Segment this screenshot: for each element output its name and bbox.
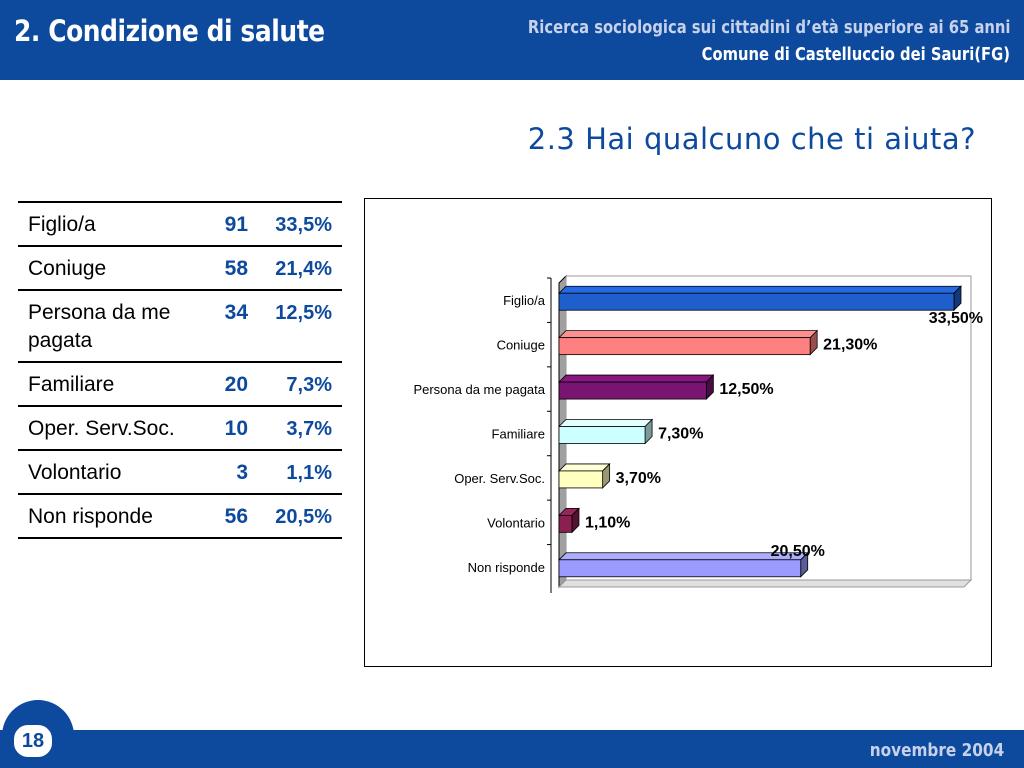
category-label: Familiare: [492, 427, 545, 442]
category-label: Volontario: [487, 515, 545, 530]
bar-top: [558, 330, 819, 339]
table-row: Oper. Serv.Soc. 10 3,7%: [18, 407, 342, 451]
data-label: 3,70%: [616, 470, 661, 487]
category-label: Non risponde: [468, 560, 545, 575]
row-label: Figlio/a: [28, 213, 96, 236]
row-count: 91: [224, 213, 248, 236]
table-row: Volontario 3 1,1%: [18, 451, 342, 495]
bar: [558, 292, 955, 311]
category-label: Figlio/a: [503, 293, 546, 308]
row-percent: 7,3%: [286, 374, 332, 396]
bar-top: [558, 285, 962, 294]
row-count: 20: [224, 373, 248, 396]
data-label: 12,50%: [719, 381, 773, 398]
row-count: 10: [224, 417, 248, 440]
header-bar: 2. Condizione di salute Ricerca sociolog…: [0, 0, 1024, 80]
bar: [558, 381, 707, 400]
municipality-name: Comune di Castelluccio dei Sauri(FG): [701, 44, 1010, 65]
row-percent: 12,5%: [275, 302, 332, 324]
row-percent: 3,7%: [286, 418, 332, 440]
section-title: 2. Condizione di salute: [14, 14, 325, 48]
row-percent: 20,5%: [275, 506, 332, 528]
row-percent: 21,4%: [275, 258, 332, 280]
category-label: Persona da me pagata: [413, 382, 545, 397]
category-label: Coniuge: [497, 338, 545, 353]
bar: [558, 514, 573, 533]
bar-chart: Figlio/a 33,50% Coniuge 21,30% Persona da me…: [413, 274, 983, 593]
bar-top: [558, 463, 611, 472]
row-count: 3: [236, 461, 248, 484]
row-count: 34: [224, 301, 248, 324]
page-number: 18: [12, 723, 54, 759]
row-label: Coniuge: [28, 257, 107, 280]
row-label: Familiare: [28, 373, 115, 396]
table-row: Non risponde 56 20,5%: [18, 495, 342, 539]
chart-floor: [557, 579, 973, 588]
bar: [558, 470, 604, 489]
slide-title: 2.3 Hai qualcuno che ti aiuta?: [527, 122, 976, 156]
bar-top: [558, 374, 715, 383]
row-count: 58: [224, 257, 248, 280]
bar: [558, 337, 811, 356]
data-label: 33,50%: [929, 310, 983, 327]
data-label: 7,30%: [658, 426, 703, 443]
bar-top: [558, 419, 654, 427]
footer-bar: [0, 730, 1024, 768]
row-percent: 1,1%: [286, 462, 332, 484]
footer-date: novembre 2004: [869, 740, 1004, 761]
data-label: 1,10%: [585, 514, 630, 531]
data-label: 21,30%: [823, 337, 877, 354]
row-count: 56: [224, 505, 248, 528]
category-label: Oper. Serv.Soc.: [454, 471, 545, 486]
chart-frame: Figlio/a 33,50% Coniuge 21,30% Persona da me…: [364, 198, 992, 667]
table-row: Figlio/a 91 33,5%: [18, 203, 342, 247]
bar: [558, 426, 646, 444]
results-table: Figlio/a 91 33,5% Coniuge 58 21,4% Perso…: [18, 201, 342, 539]
table-row: Familiare 20 7,3%: [18, 363, 342, 407]
research-title: Ricerca sociologica sui cittadini d’età …: [527, 17, 1010, 38]
table-row: Persona da me pagata 34 12,5%: [18, 291, 342, 363]
row-percent: 33,5%: [275, 214, 332, 236]
data-label: 20,50%: [771, 543, 825, 560]
row-label: Persona da me pagata: [28, 301, 171, 352]
row-label: Oper. Serv.Soc.: [28, 417, 175, 440]
row-label: Volontario: [28, 461, 122, 484]
row-label: Non risponde: [28, 505, 153, 528]
table-row: Coniuge 58 21,4%: [18, 247, 342, 291]
bar: [558, 559, 802, 578]
